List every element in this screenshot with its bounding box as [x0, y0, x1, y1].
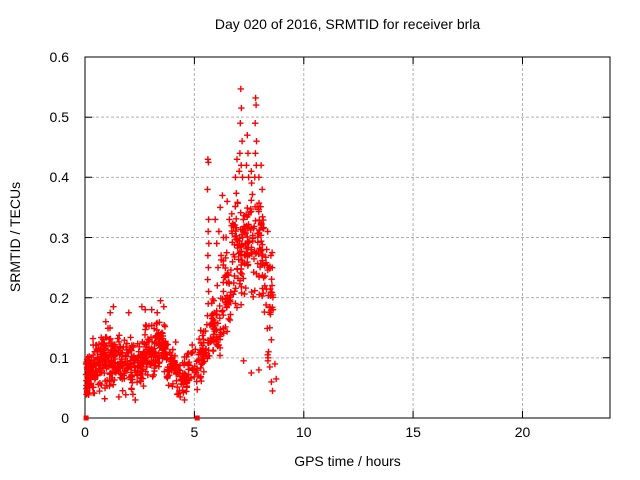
x-tick-label: 0 [81, 424, 89, 440]
x-tick-label: 5 [190, 424, 199, 440]
y-tick-label: 0.6 [49, 49, 69, 65]
x-tick-label: 20 [514, 424, 531, 440]
x-tick-label: 15 [405, 424, 421, 440]
zero-square-marker [83, 415, 89, 421]
y-tick-label: 0.1 [49, 349, 69, 366]
scatter-points [82, 85, 280, 404]
zero-square-marker [194, 415, 200, 421]
chart-title: Day 020 of 2016, SRMTID for receiver brl… [214, 16, 481, 32]
y-tick-label: 0.5 [49, 109, 69, 126]
x-axis-label: GPS time / hours [294, 453, 401, 469]
y-tick-label: 0.3 [49, 229, 69, 246]
y-tick-label: 0 [61, 410, 69, 426]
y-tick-label: 0.4 [49, 169, 69, 186]
y-tick-label: 0.2 [49, 289, 69, 306]
x-tick-label: 10 [295, 424, 312, 440]
